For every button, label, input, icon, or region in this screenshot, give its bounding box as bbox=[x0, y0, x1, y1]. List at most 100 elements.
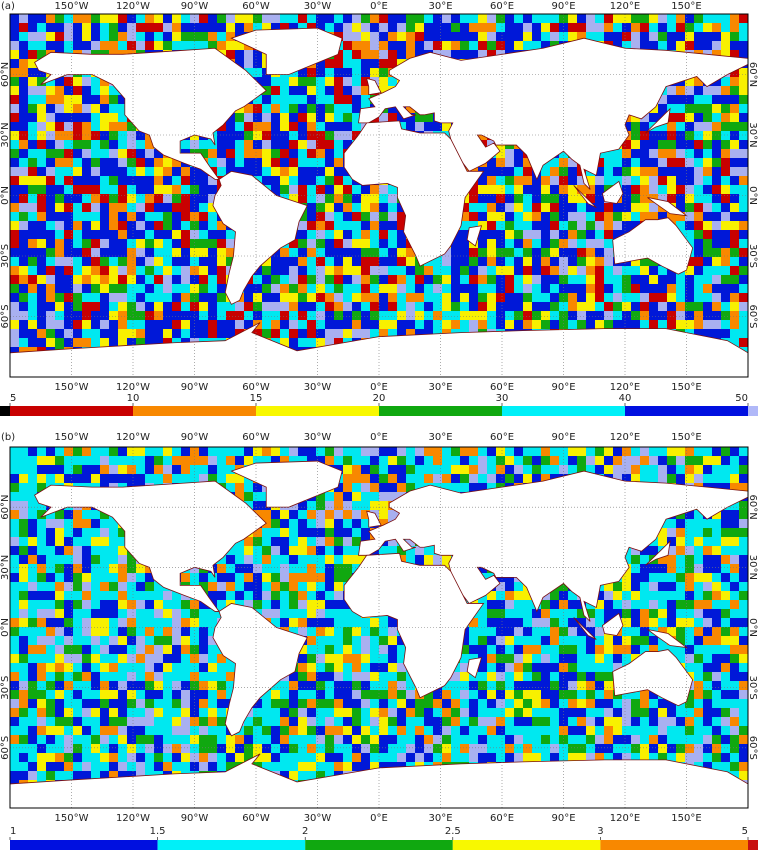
ocean-cell bbox=[271, 546, 281, 556]
ocean-cell bbox=[298, 140, 308, 150]
ocean-cell bbox=[352, 194, 362, 204]
ocean-cell bbox=[703, 185, 713, 195]
ocean-cell bbox=[613, 221, 623, 231]
lon-label: 60°E bbox=[490, 382, 514, 393]
ocean-cell bbox=[514, 609, 524, 619]
ocean-cell bbox=[685, 140, 695, 150]
ocean-cell bbox=[622, 293, 632, 303]
ocean-cell bbox=[406, 284, 416, 294]
ocean-cell bbox=[91, 149, 101, 159]
ocean-field bbox=[10, 14, 749, 384]
ocean-cell bbox=[631, 23, 641, 33]
ocean-cell bbox=[82, 149, 92, 159]
ocean-cell bbox=[460, 257, 470, 267]
ocean-cell bbox=[10, 77, 20, 87]
ocean-cell bbox=[28, 546, 38, 556]
ocean-cell bbox=[451, 320, 461, 330]
ocean-cell bbox=[208, 275, 218, 285]
ocean-cell bbox=[127, 320, 137, 330]
ocean-cell bbox=[613, 600, 623, 610]
ocean-cell bbox=[100, 122, 110, 132]
ocean-cell bbox=[343, 239, 353, 249]
lon-label: 90°E bbox=[551, 382, 575, 393]
ocean-cell bbox=[586, 447, 596, 457]
ocean-cell bbox=[298, 546, 308, 556]
ocean-cell bbox=[379, 50, 389, 60]
ocean-cell bbox=[280, 95, 290, 105]
ocean-cell bbox=[568, 320, 578, 330]
ocean-cell bbox=[541, 212, 551, 222]
ocean-cell bbox=[244, 564, 254, 574]
ocean-cell bbox=[298, 221, 308, 231]
ocean-cell bbox=[694, 149, 704, 159]
ocean-cell bbox=[37, 212, 47, 222]
lat-label: 30°N bbox=[0, 122, 11, 147]
ocean-cell bbox=[532, 266, 542, 276]
ocean-cell bbox=[352, 311, 362, 321]
ocean-cell bbox=[334, 564, 344, 574]
ocean-cell bbox=[91, 248, 101, 258]
ocean-cell bbox=[577, 456, 587, 466]
ocean-cell bbox=[10, 167, 20, 177]
ocean-cell bbox=[19, 573, 29, 583]
ocean-cell bbox=[550, 248, 560, 258]
ocean-cell bbox=[685, 176, 695, 186]
ocean-cell bbox=[685, 456, 695, 466]
ocean-cell bbox=[316, 14, 326, 24]
ocean-cell bbox=[703, 564, 713, 574]
map-panel: (b)150°W150°W120°W120°W90°W90°W60°W60°W3… bbox=[0, 432, 758, 824]
ocean-cell bbox=[37, 149, 47, 159]
ocean-cell bbox=[235, 149, 245, 159]
ocean-cell bbox=[127, 167, 137, 177]
ocean-cell bbox=[235, 113, 245, 123]
ocean-cell bbox=[649, 23, 659, 33]
colorbar-tick-label: 15 bbox=[250, 393, 263, 404]
ocean-cell bbox=[640, 266, 650, 276]
ocean-cell bbox=[694, 537, 704, 547]
ocean-cell bbox=[658, 591, 668, 601]
ocean-cell bbox=[136, 329, 146, 339]
ocean-cell bbox=[568, 609, 578, 619]
lon-label: 90°W bbox=[181, 382, 209, 393]
ocean-cell bbox=[28, 77, 38, 87]
ocean-cell bbox=[136, 257, 146, 267]
ocean-cell bbox=[379, 293, 389, 303]
ocean-cell bbox=[388, 266, 398, 276]
ocean-cell bbox=[343, 609, 353, 619]
ocean-cell bbox=[433, 275, 443, 285]
ocean-cell bbox=[271, 266, 281, 276]
ocean-cell bbox=[136, 158, 146, 168]
ocean-cell bbox=[109, 266, 119, 276]
ocean-cell bbox=[460, 50, 470, 60]
ocean-cell bbox=[721, 248, 731, 258]
ocean-cell bbox=[460, 275, 470, 285]
ocean-cell bbox=[10, 483, 20, 493]
ocean-cell bbox=[685, 284, 695, 294]
ocean-cell bbox=[721, 266, 731, 276]
ocean-cell bbox=[136, 266, 146, 276]
ocean-cell bbox=[523, 248, 533, 258]
ocean-cell bbox=[289, 293, 299, 303]
ocean-cell bbox=[658, 573, 668, 583]
ocean-cell bbox=[505, 149, 515, 159]
ocean-cell bbox=[127, 131, 137, 141]
ocean-cell bbox=[523, 320, 533, 330]
lon-label: 150°W bbox=[55, 382, 89, 393]
ocean-cell bbox=[55, 149, 65, 159]
ocean-cell bbox=[154, 275, 164, 285]
ocean-cell bbox=[280, 600, 290, 610]
ocean-cell bbox=[307, 104, 317, 114]
ocean-cell bbox=[343, 447, 353, 457]
ocean-cell bbox=[343, 266, 353, 276]
ocean-cell bbox=[595, 14, 605, 24]
ocean-cell bbox=[280, 167, 290, 177]
ocean-cell bbox=[325, 537, 335, 547]
ocean-cell bbox=[271, 275, 281, 285]
ocean-cell bbox=[28, 140, 38, 150]
ocean-cell bbox=[388, 212, 398, 222]
ocean-cell bbox=[343, 474, 353, 484]
ocean-cell bbox=[667, 185, 677, 195]
ocean-cell bbox=[487, 293, 497, 303]
ocean-cell bbox=[649, 275, 659, 285]
ocean-cell bbox=[550, 14, 560, 24]
